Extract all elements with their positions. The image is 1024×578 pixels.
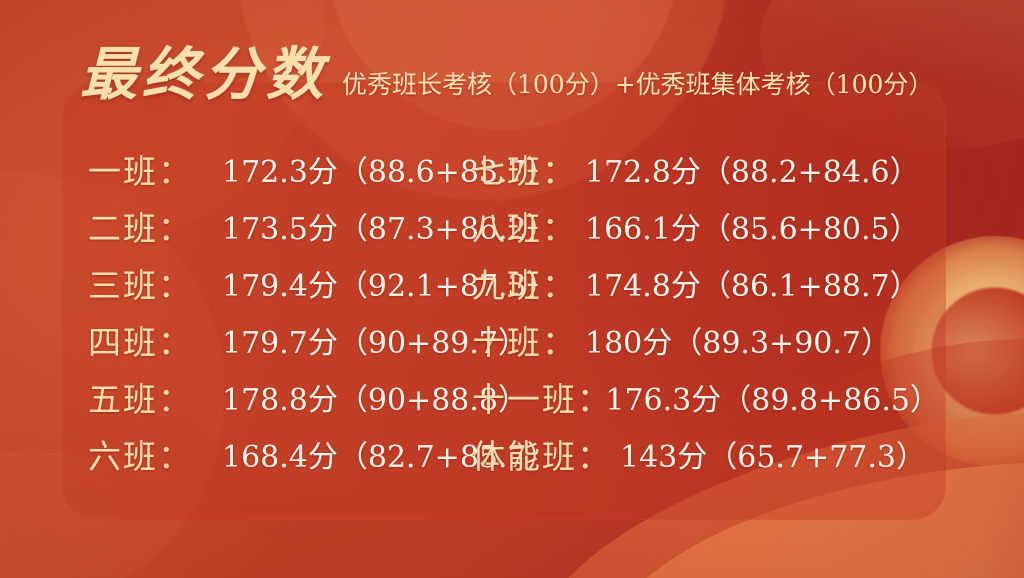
class-label: 二班：: [88, 208, 193, 248]
page-subtitle: 优秀班长考核（100分）+优秀班集体考核（100分）: [342, 70, 934, 99]
score-row: 二班： 173.5分（87.3+86.2）: [88, 197, 557, 254]
score-row: 五班： 178.8分（90+88.8）: [88, 368, 528, 425]
class-score: 143分（65.7+77.3）: [620, 439, 926, 475]
class-label: 四班：: [88, 322, 193, 362]
class-label: 体能班：: [472, 436, 612, 476]
content-panel: [62, 82, 946, 520]
class-label: 九班：: [472, 265, 577, 305]
score-row: 十班： 180分（89.3+90.7）: [472, 311, 940, 368]
page-title: 最终分数: [80, 41, 328, 108]
class-score: 176.3分（89.8+86.5）: [605, 382, 940, 418]
class-label: 八班：: [472, 208, 577, 248]
score-columns: 一班： 172.3分（88.6+83.7） 二班： 173.5分（87.3+86…: [0, 140, 1024, 482]
score-row: 八班： 166.1分（85.6+80.5）: [472, 197, 940, 254]
class-score: 166.1分（85.6+80.5）: [585, 211, 920, 247]
score-row: 九班： 174.8分（86.1+88.7）: [472, 254, 940, 311]
class-score: 173.5分（87.3+86.2）: [222, 211, 557, 247]
class-label: 三班：: [88, 265, 193, 305]
class-label: 七班：: [472, 151, 577, 191]
score-row: 体能班： 143分（65.7+77.3）: [472, 425, 940, 482]
class-score: 178.8分（90+88.8）: [222, 382, 528, 418]
class-score: 179.7分（90+89.7）: [222, 325, 528, 361]
score-column-left: 一班： 172.3分（88.6+83.7） 二班： 173.5分（87.3+86…: [0, 140, 557, 482]
score-column-right: 七班： 172.8分（88.2+84.6） 八班： 166.1分（85.6+80…: [440, 140, 940, 482]
score-row: 一班： 172.3分（88.6+83.7）: [88, 140, 557, 197]
class-score: 172.8分（88.2+84.6）: [585, 154, 920, 190]
class-label: 一班：: [88, 151, 193, 191]
class-label: 十一班：: [472, 379, 612, 419]
class-score: 168.4分（82.7+85.7）: [222, 439, 557, 475]
header: 最终分数 优秀班长考核（100分）+优秀班集体考核（100分）: [80, 46, 933, 103]
score-row: 十一班： 176.3分（89.8+86.5）: [472, 368, 940, 425]
class-score: 174.8分（86.1+88.7）: [585, 268, 920, 304]
decorative-gold-ring-glow: [914, 282, 1024, 422]
score-row: 三班： 179.4分（92.1+87.3）: [88, 254, 557, 311]
class-label: 五班：: [88, 379, 193, 419]
class-label: 六班：: [88, 436, 193, 476]
score-row: 六班： 168.4分（82.7+85.7）: [88, 425, 557, 482]
class-score: 179.4分（92.1+87.3）: [222, 268, 557, 304]
class-score: 172.3分（88.6+83.7）: [222, 154, 557, 190]
class-score: 180分（89.3+90.7）: [585, 325, 891, 361]
class-label: 十班：: [472, 322, 577, 362]
score-row: 七班： 172.8分（88.2+84.6）: [472, 140, 940, 197]
background-warm-glow-left: [0, 0, 300, 578]
score-row: 四班： 179.7分（90+89.7）: [88, 311, 528, 368]
